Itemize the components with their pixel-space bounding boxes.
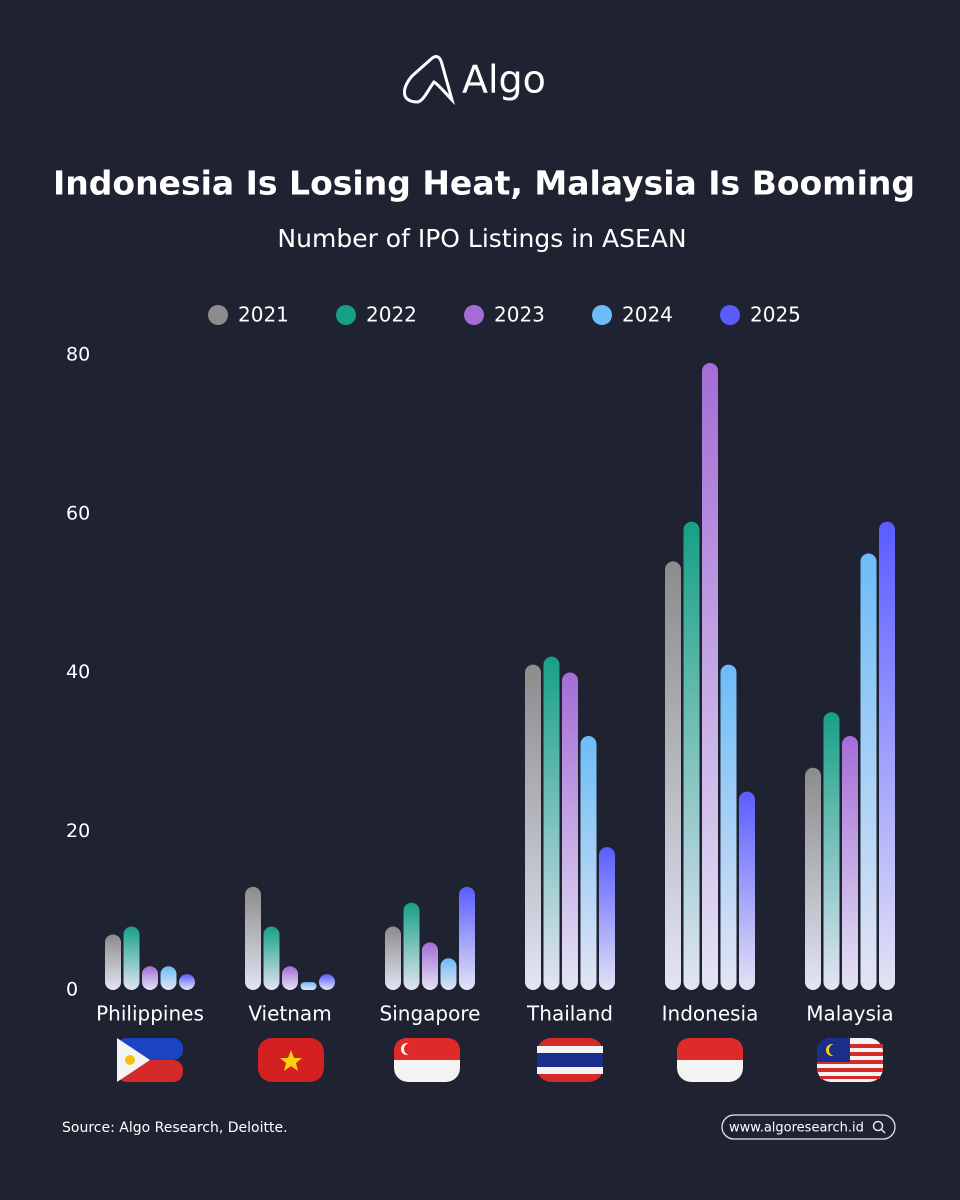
legend-swatch [208,305,228,325]
y-tick-label: 80 [66,344,90,366]
flag-thailand [537,1038,603,1082]
bar [860,553,877,990]
legend-swatch [336,305,356,325]
legend-label: 2024 [622,303,673,327]
legend-swatch [592,305,612,325]
bar [385,926,401,990]
flag-vietnam [258,1038,324,1082]
source: Source: Algo Research, Deloitte. [62,1120,288,1136]
bar [842,736,858,990]
bar [422,942,438,990]
x-tick-label: Thailand [526,1002,613,1026]
flag-indonesia [677,1038,743,1082]
website[interactable]: www.algoresearch.id [729,1121,864,1136]
bar [665,561,681,990]
brand: Algo [462,58,546,102]
legend-swatch [464,305,484,325]
bar [282,966,298,990]
bar [525,664,541,990]
legend-label: 2025 [750,303,801,327]
flags [117,1038,883,1082]
y-tick-label: 20 [66,820,90,842]
x-tick-label: Malaysia [806,1002,893,1026]
bar [599,847,615,990]
bar [720,664,737,990]
x-tick-label: Indonesia [662,1002,759,1026]
bar [805,767,821,990]
bar [403,902,420,990]
bar [300,982,317,990]
legend-label: 2021 [238,303,289,327]
flag-philippines [117,1038,183,1082]
x-tick-label: Singapore [380,1002,481,1026]
bar [160,966,177,990]
y-tick-label: 60 [66,502,90,524]
bar [263,926,280,990]
logo-mark [403,55,455,106]
bar [123,926,140,990]
bar [105,934,121,990]
bar [879,521,895,990]
y-tick-label: 40 [66,661,90,683]
flag-malaysia [817,1038,883,1082]
bar [440,958,457,990]
bar [580,736,597,990]
x-tick-label: Philippines [96,1002,204,1026]
bar [179,974,195,990]
bar [702,362,718,990]
bar [142,966,158,990]
y-tick-label: 0 [66,979,78,1001]
website-box[interactable] [721,1114,896,1140]
search-icon [880,1128,886,1134]
bar [823,712,840,990]
bar [319,974,335,990]
bar [543,656,560,990]
legend-label: 2023 [494,303,545,327]
chart-title: Indonesia Is Losing Heat, Malaysia Is Bo… [53,164,915,203]
bar [739,791,755,990]
legend-swatch [720,305,740,325]
chart-subtitle: Number of IPO Listings in ASEAN [277,224,686,253]
flag-singapore [394,1038,460,1082]
search-icon [872,1120,884,1132]
bar [245,886,261,990]
x-tick-label: Vietnam [248,1002,331,1026]
legend-label: 2022 [366,303,417,327]
bar [459,886,475,990]
bar [683,521,700,990]
bar [562,672,578,990]
